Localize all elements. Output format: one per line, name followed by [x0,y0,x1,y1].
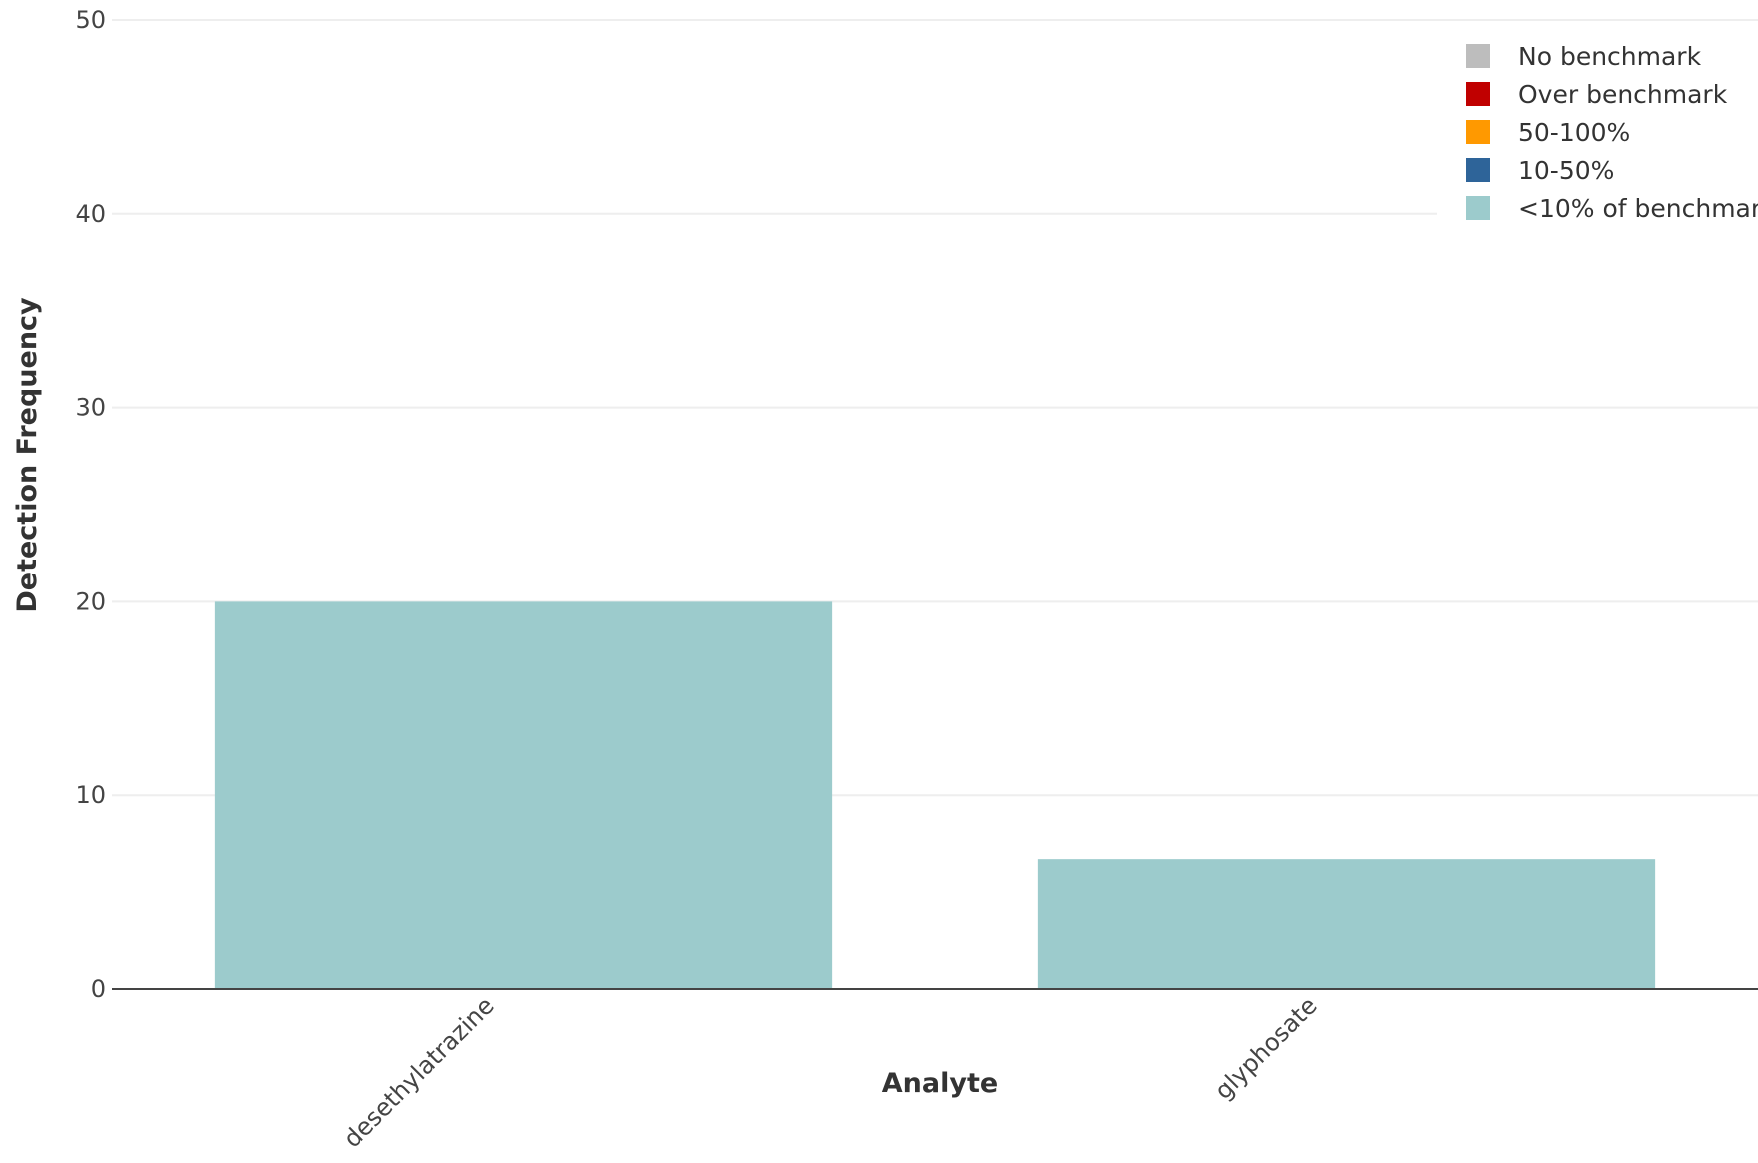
legend-swatch [1466,82,1490,106]
legend-swatch [1466,196,1490,220]
legend-swatch [1466,120,1490,144]
legend-item[interactable]: Over benchmark [1466,80,1728,109]
legend-label: 10-50% [1518,156,1614,185]
legend-label: Over benchmark [1518,80,1728,109]
legend-item[interactable]: No benchmark [1466,42,1702,71]
y-tick-label: 20 [75,587,106,615]
y-tick-label: 10 [75,781,106,809]
legend-item[interactable]: <10% of benchmark [1466,194,1758,223]
bar[interactable] [1037,859,1656,989]
bars [214,601,1656,989]
legend-swatch [1466,44,1490,68]
legend-label: 50-100% [1518,118,1630,147]
legend-item[interactable]: 10-50% [1466,156,1614,185]
y-tick-label: 50 [75,6,106,34]
legend-swatch [1466,158,1490,182]
y-axis-title: Detection Frequency [12,297,43,613]
y-tick-label: 40 [75,200,106,228]
legend[interactable]: No benchmark Over benchmark 50-100% 10-50% <… [1437,30,1758,228]
x-tick-label: glyphosate [1209,991,1323,1105]
y-tick-label: 0 [91,975,106,1003]
legend-background [1437,30,1758,228]
legend-label: No benchmark [1518,42,1702,71]
legend-item[interactable]: 50-100% [1466,118,1630,147]
y-tick-label: 30 [75,394,106,422]
x-tick-label: desethylatrazine [338,991,500,1153]
legend-label: <10% of benchmark [1518,194,1758,223]
bar[interactable] [214,601,833,989]
x-axis-title: Analyte [882,1068,998,1099]
